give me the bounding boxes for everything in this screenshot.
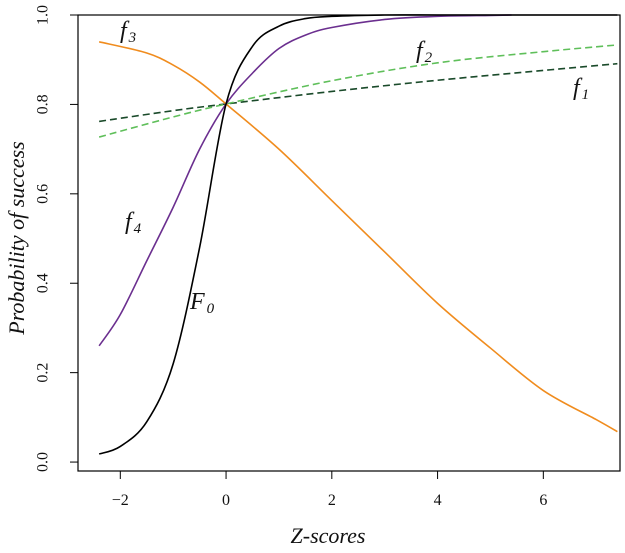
y-tick-label: 0.8 bbox=[35, 94, 52, 114]
series-f2-line bbox=[98, 44, 618, 138]
series-F0-line bbox=[98, 14, 618, 455]
x-tick-label: 2 bbox=[328, 492, 336, 509]
y-tick-label: 1.0 bbox=[35, 5, 52, 25]
y-axis-title: Probability of success bbox=[4, 141, 29, 336]
x-tick-label: −2 bbox=[112, 492, 129, 509]
curve-labels: f 1 f 2 f 3 f 4 F 0 bbox=[120, 18, 589, 317]
axes: −2 0 2 4 6 0.0 0.2 0.4 0.6 0.8 1.0 bbox=[35, 5, 621, 509]
series-f3-line bbox=[98, 41, 618, 433]
x-tick-label: 4 bbox=[434, 492, 442, 509]
x-axis-title: Z-scores bbox=[291, 523, 366, 548]
y-tick-label: 0.6 bbox=[35, 184, 52, 204]
curves bbox=[98, 14, 618, 455]
x-tick-label: 0 bbox=[222, 492, 230, 509]
plot-frame bbox=[77, 14, 621, 472]
y-tick-label: 0.0 bbox=[35, 452, 52, 472]
y-tick-label: 0.4 bbox=[35, 273, 52, 293]
series-f4-line bbox=[98, 14, 512, 347]
series-f1-line bbox=[99, 62, 618, 123]
x-tick-label: 6 bbox=[539, 492, 547, 509]
y-tick-label: 0.2 bbox=[35, 363, 52, 383]
y-axis-title-group: Probability of success bbox=[4, 141, 29, 336]
